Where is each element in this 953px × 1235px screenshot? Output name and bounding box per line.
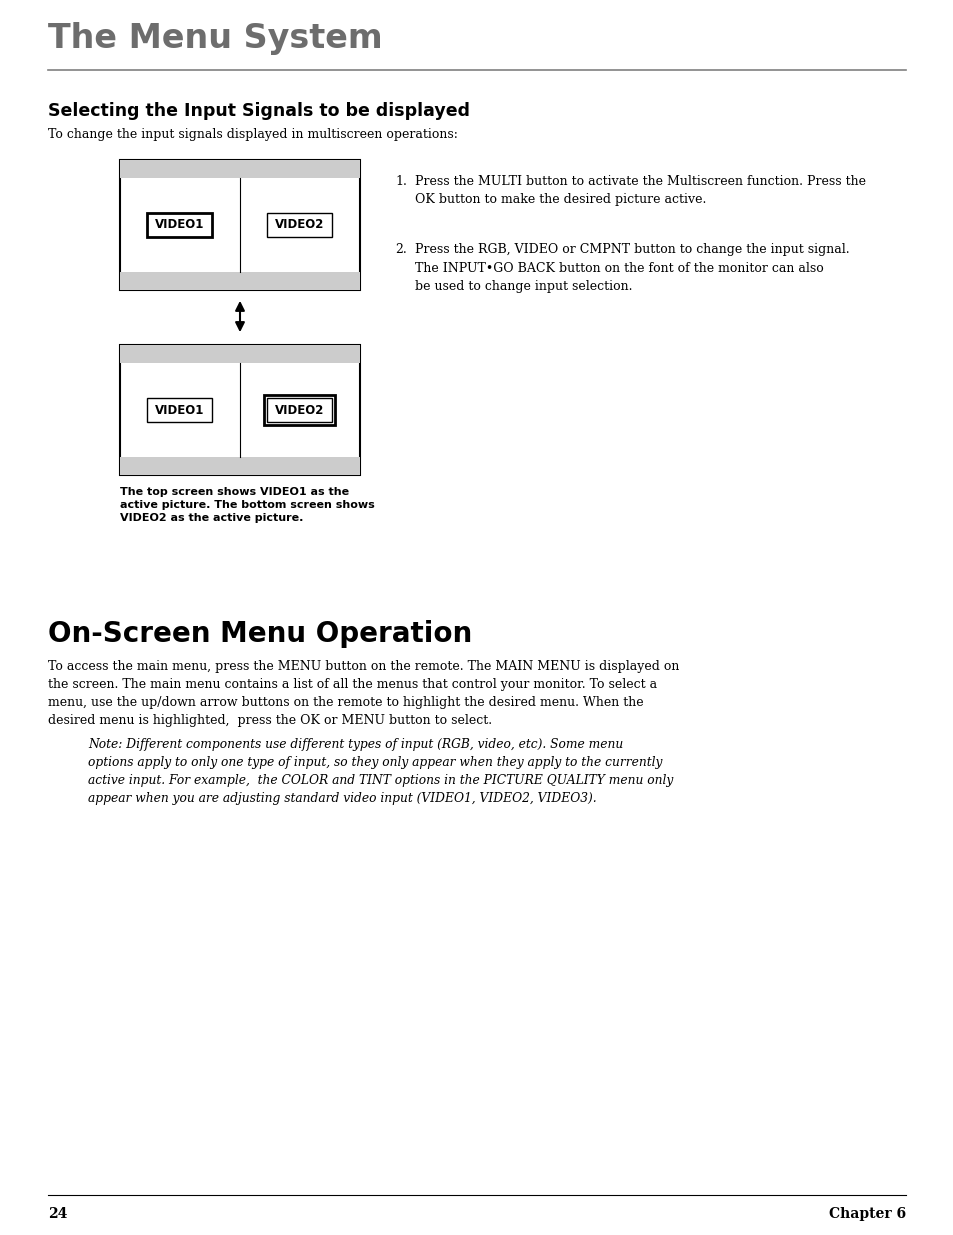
Text: Press the MULTI button to activate the Multiscreen function. Press the
OK button: Press the MULTI button to activate the M…: [415, 175, 865, 206]
Text: To access the main menu, press the MENU button on the remote. The MAIN MENU is d: To access the main menu, press the MENU …: [48, 659, 679, 727]
Text: VIDEO1: VIDEO1: [155, 219, 205, 231]
Text: 24: 24: [48, 1207, 68, 1221]
Bar: [264, 395, 335, 425]
Text: 1.: 1.: [395, 175, 406, 188]
Text: VIDEO2: VIDEO2: [275, 404, 324, 416]
Bar: [120, 345, 359, 363]
Text: Selecting the Input Signals to be displayed: Selecting the Input Signals to be displa…: [48, 103, 470, 120]
Text: VIDEO1: VIDEO1: [155, 404, 205, 416]
Text: On-Screen Menu Operation: On-Screen Menu Operation: [48, 620, 472, 648]
Bar: [267, 212, 333, 237]
Text: Note: Different components use different types of input (RGB, video, etc). Some : Note: Different components use different…: [88, 739, 673, 805]
Bar: [120, 272, 359, 290]
Bar: [120, 161, 359, 178]
Text: The top screen shows VIDEO1 as the
active picture. The bottom screen shows
VIDEO: The top screen shows VIDEO1 as the activ…: [120, 487, 375, 524]
Text: The Menu System: The Menu System: [48, 22, 382, 56]
Text: To change the input signals displayed in multiscreen operations:: To change the input signals displayed in…: [48, 128, 457, 141]
Bar: [120, 161, 359, 290]
Text: Press the RGB, VIDEO or CMPNT button to change the input signal.
The INPUT•GO BA: Press the RGB, VIDEO or CMPNT button to …: [415, 243, 849, 293]
Bar: [148, 212, 213, 237]
Text: 2.: 2.: [395, 243, 406, 256]
Bar: [120, 457, 359, 475]
Bar: [120, 345, 359, 475]
Bar: [267, 398, 333, 422]
Text: Chapter 6: Chapter 6: [828, 1207, 905, 1221]
Text: VIDEO2: VIDEO2: [275, 219, 324, 231]
Bar: [148, 398, 213, 422]
